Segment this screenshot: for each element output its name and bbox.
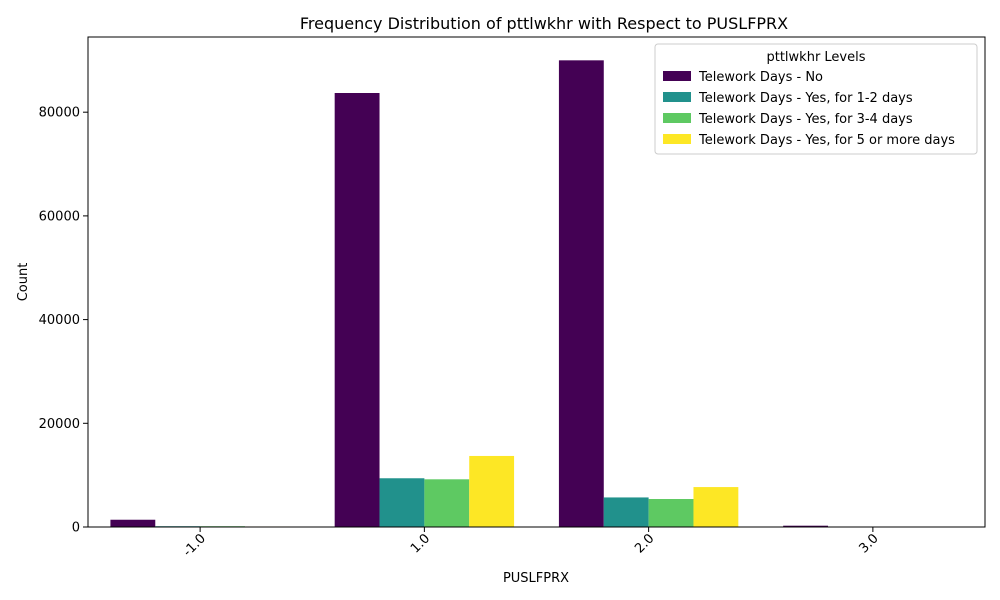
legend-title: pttlwkhr Levels <box>766 50 865 65</box>
legend-entry-label: Telework Days - Yes, for 5 or more days <box>698 133 955 148</box>
x-tick-label: 2.0 <box>632 531 657 556</box>
y-axis: 0 20000 40000 60000 80000 <box>39 106 88 536</box>
bar-series-1-cat-1 <box>110 519 156 527</box>
legend-swatch <box>663 113 691 123</box>
legend-swatch <box>663 71 691 81</box>
bar-series-3-cat-2 <box>424 479 470 527</box>
x-axis-label: PUSLFPRX <box>503 571 569 586</box>
y-tick-label: 80000 <box>39 106 80 121</box>
y-tick-label: 0 <box>72 521 80 536</box>
bars-group <box>110 60 829 527</box>
x-axis: -1.0 1.0 2.0 3.0 <box>180 527 882 560</box>
bar-series-2-cat-2 <box>379 478 425 527</box>
x-tick-label: -1.0 <box>180 531 209 560</box>
y-tick-label: 20000 <box>39 417 80 432</box>
legend-swatch <box>663 134 691 144</box>
legend-frame <box>654 43 978 155</box>
legend: pttlwkhr Levels Telework Days - No Telewo… <box>654 43 978 155</box>
legend-entry-label: Telework Days - Yes, for 3-4 days <box>698 112 913 127</box>
legend-swatch <box>663 92 691 102</box>
bar-series-2-cat-3 <box>603 497 649 527</box>
legend-entry-label: Telework Days - Yes, for 1-2 days <box>698 91 913 106</box>
x-tick-label: 1.0 <box>408 531 433 556</box>
bar-series-4-cat-3 <box>693 487 739 527</box>
x-tick-label: 3.0 <box>856 531 881 556</box>
chart-title: Frequency Distribution of pttlwkhr with … <box>300 14 788 33</box>
bar-series-3-cat-3 <box>648 499 694 527</box>
y-tick-label: 40000 <box>39 313 80 328</box>
y-axis-label: Count <box>16 263 31 302</box>
bar-series-1-cat-4 <box>783 525 829 527</box>
legend-entry-label: Telework Days - No <box>698 70 823 85</box>
bar-series-1-cat-2 <box>334 93 380 527</box>
bar-series-4-cat-2 <box>469 455 515 527</box>
plot-frame <box>87 36 986 528</box>
y-tick-label: 60000 <box>39 209 80 224</box>
bar-series-1-cat-3 <box>558 60 604 527</box>
